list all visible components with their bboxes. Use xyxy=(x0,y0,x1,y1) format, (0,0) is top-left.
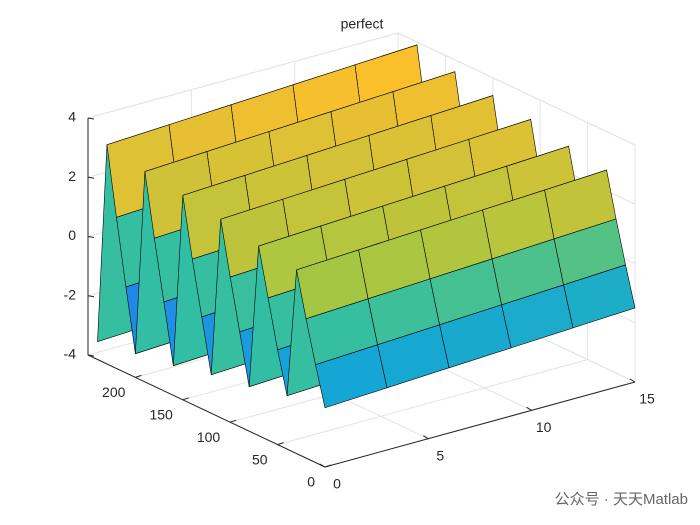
box-edge xyxy=(397,32,636,146)
x-tick-label: 0 xyxy=(333,476,341,492)
y-tick-label: 150 xyxy=(149,407,173,423)
surface-patch xyxy=(315,344,388,409)
x-tick xyxy=(423,435,429,440)
chart-title: perfect xyxy=(341,16,384,32)
z-tick xyxy=(87,176,95,179)
z-tick xyxy=(87,236,95,238)
z-tick-label: 0 xyxy=(68,227,76,243)
box-edge xyxy=(87,32,399,119)
surface xyxy=(97,44,636,409)
y-tick xyxy=(324,464,332,468)
x-tick xyxy=(629,378,636,383)
z-tick xyxy=(87,117,95,120)
y-tick-label: 200 xyxy=(102,384,126,400)
z-tick-label: -2 xyxy=(64,286,77,302)
y-tick-label: 0 xyxy=(307,474,315,490)
y-tick xyxy=(230,419,237,423)
y-tick-label: 50 xyxy=(252,451,268,467)
x-tick-label: 15 xyxy=(639,391,655,407)
grid-line xyxy=(277,359,588,446)
y-axis-line xyxy=(87,354,326,468)
x-tick xyxy=(319,463,326,468)
x-tick-label: 10 xyxy=(536,419,552,435)
y-tick xyxy=(182,397,189,401)
y-tick xyxy=(277,442,284,446)
x-tick xyxy=(526,406,532,411)
z-tick xyxy=(87,295,95,298)
z-tick xyxy=(87,354,95,357)
z-tick-label: -4 xyxy=(64,346,77,362)
x-tick-label: 5 xyxy=(436,447,444,463)
watermark: 公众号 · 天天Matlab xyxy=(555,491,688,508)
axes-layer: -4 -2 0 2 4 0 50 100 150 200 0 5 10 15 xyxy=(64,109,655,492)
y-tick xyxy=(135,374,142,378)
x-axis-line xyxy=(324,381,636,468)
z-tick-label: 4 xyxy=(68,109,76,125)
y-tick-label: 100 xyxy=(197,429,221,445)
z-tick-label: 2 xyxy=(68,168,76,184)
